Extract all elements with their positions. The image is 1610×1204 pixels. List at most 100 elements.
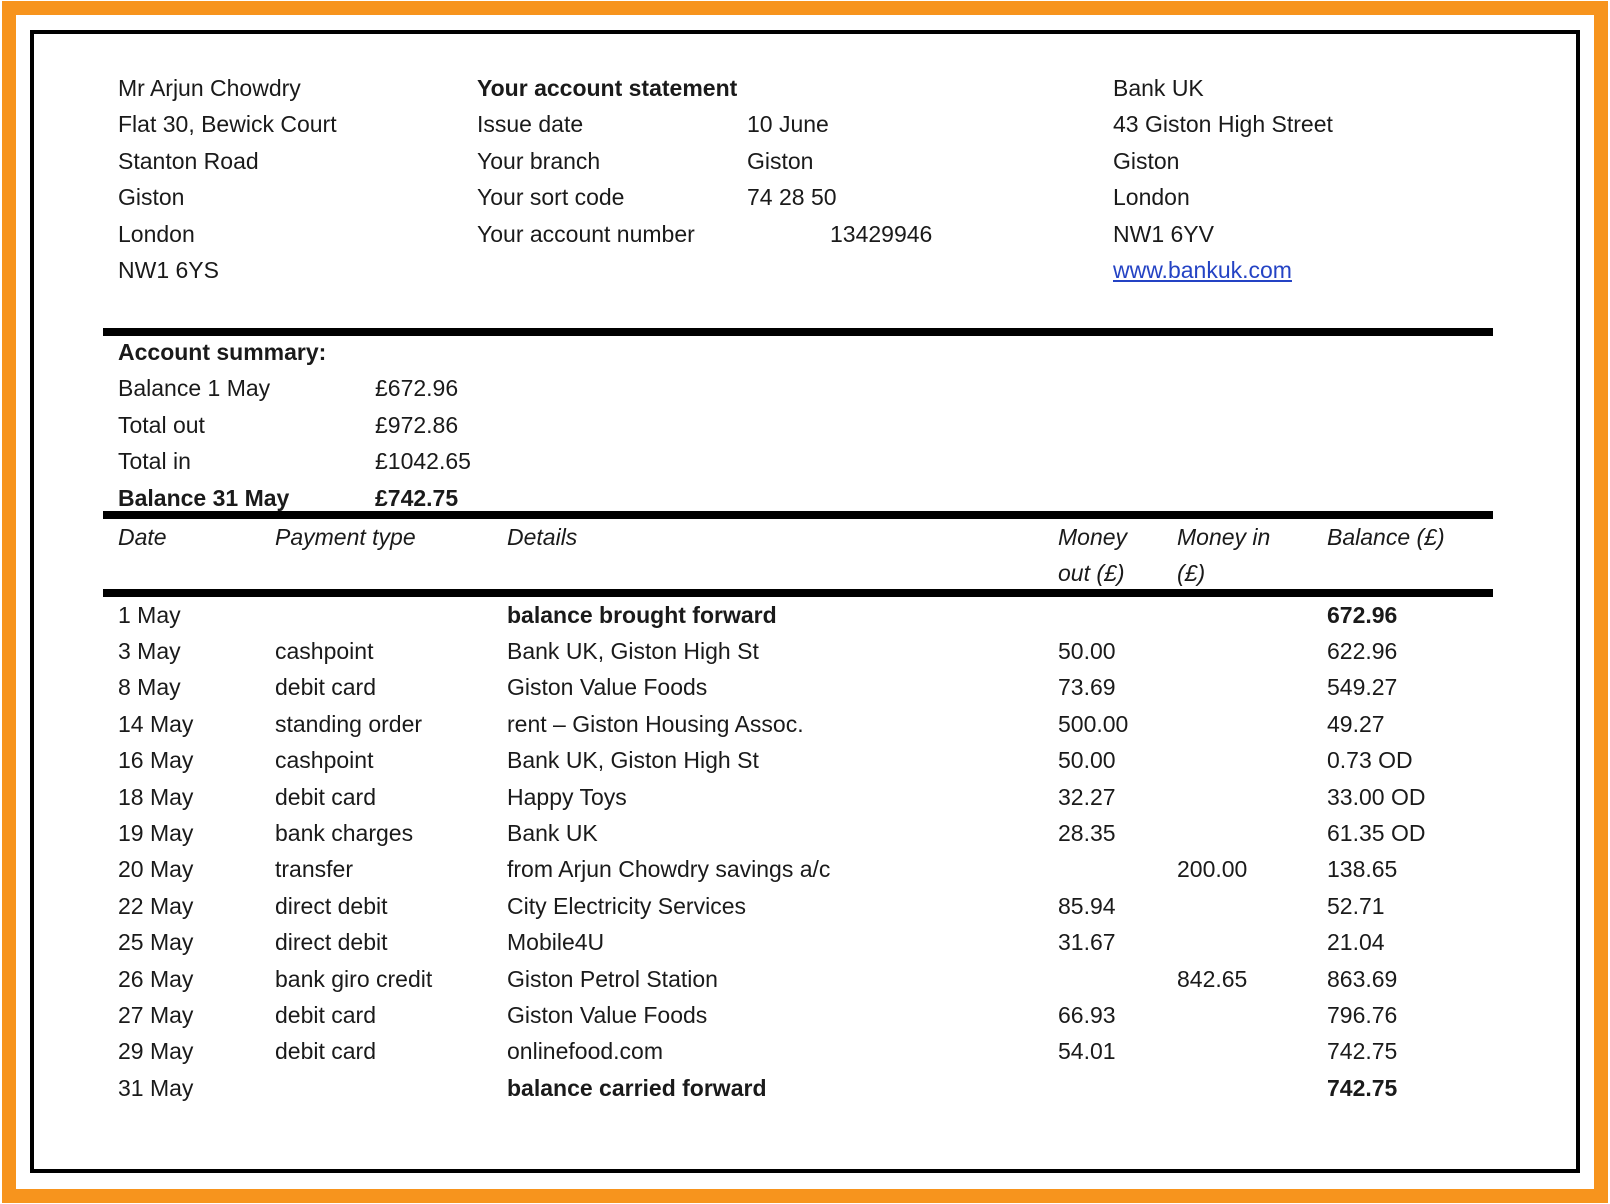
- cell-date: 19 May: [118, 820, 194, 847]
- cell-details: Giston Value Foods: [507, 674, 708, 701]
- cell-date: 1 May: [118, 601, 181, 628]
- col-header-balance: Balance (£): [1327, 524, 1445, 550]
- cell-payment-type: direct debit: [275, 929, 388, 956]
- recipient-address-line: Flat 30, Bewick Court: [118, 111, 337, 138]
- cell-money-out: 31.67: [1058, 929, 1116, 956]
- cell-money-out: 50.00: [1058, 638, 1116, 665]
- bank-address-line: Giston: [1113, 147, 1180, 174]
- cell-date: 20 May: [118, 856, 194, 883]
- cell-details: from Arjun Chowdry savings a/c: [507, 856, 831, 883]
- summary-value: £972.86: [375, 411, 459, 438]
- cell-balance: 863.69: [1327, 965, 1398, 992]
- cell-details: Happy Toys: [507, 783, 627, 810]
- transactions-table: 1 May balance brought forward 672.96 3 M…: [118, 597, 1493, 1106]
- issue-date-label: Issue date: [477, 111, 584, 138]
- table-row: 3 May cashpoint Bank UK, Giston High St …: [118, 633, 1493, 669]
- account-number-value: 13429946: [830, 220, 933, 247]
- table-row: 16 May cashpoint Bank UK, Giston High St…: [118, 743, 1493, 779]
- summary-label: Balance 31 May: [118, 484, 290, 511]
- cell-balance: 622.96: [1327, 638, 1398, 665]
- summary-row: Total out £972.86: [118, 407, 471, 443]
- cell-date: 16 May: [118, 747, 194, 774]
- cell-balance: 796.76: [1327, 1001, 1398, 1028]
- divider: [103, 328, 1493, 336]
- issue-date-value: 10 June: [747, 111, 829, 138]
- cell-details: City Electricity Services: [507, 892, 746, 919]
- recipient-address-block: Mr Arjun Chowdry Flat 30, Bewick Court S…: [118, 70, 337, 288]
- cell-details: Bank UK, Giston High St: [507, 638, 759, 665]
- cell-details: Giston Petrol Station: [507, 965, 718, 992]
- cell-details: balance carried forward: [507, 1074, 767, 1101]
- cell-payment-type: transfer: [275, 856, 353, 883]
- cell-payment-type: debit card: [275, 1001, 377, 1028]
- cell-money-out: 85.94: [1058, 892, 1116, 919]
- cell-payment-type: debit card: [275, 783, 377, 810]
- cell-payment-type: bank charges: [275, 820, 414, 847]
- cell-date: 22 May: [118, 892, 194, 919]
- cell-details: Giston Value Foods: [507, 1001, 708, 1028]
- cell-date: 8 May: [118, 674, 181, 701]
- cell-money-out: 54.01: [1058, 1038, 1116, 1065]
- recipient-postcode: NW1 6YS: [118, 257, 219, 284]
- cell-balance: 52.71: [1327, 892, 1385, 919]
- cell-date: 3 May: [118, 638, 181, 665]
- summary-value: £1042.65: [375, 448, 471, 475]
- summary-value: £742.75: [375, 484, 459, 511]
- table-row: 26 May bank giro credit Giston Petrol St…: [118, 961, 1493, 997]
- cell-money-out: 50.00: [1058, 747, 1116, 774]
- branch-label: Your branch: [477, 147, 601, 174]
- cell-date: 27 May: [118, 1001, 194, 1028]
- bank-name: Bank UK: [1113, 75, 1204, 101]
- table-row: 19 May bank charges Bank UK 28.35 61.35 …: [118, 815, 1493, 851]
- table-row: 1 May balance brought forward 672.96: [118, 597, 1493, 633]
- cell-payment-type: cashpoint: [275, 638, 374, 665]
- cell-date: 25 May: [118, 929, 194, 956]
- divider: [103, 589, 1493, 597]
- cell-balance: 672.96: [1327, 601, 1398, 628]
- col-header-money-in: Money in (£): [1177, 524, 1271, 587]
- summary-row-closing-balance: Balance 31 May £742.75: [118, 480, 471, 516]
- cell-money-out: 32.27: [1058, 783, 1116, 810]
- cell-payment-type: debit card: [275, 1038, 377, 1065]
- statement-title: Your account statement: [477, 75, 738, 101]
- cell-balance: 549.27: [1327, 674, 1398, 701]
- table-row: 31 May balance carried forward 742.75: [118, 1070, 1493, 1106]
- statement-info-block: Your account statement Issue date 10 Jun…: [477, 70, 932, 252]
- cell-details: onlinefood.com: [507, 1038, 663, 1065]
- bank-address-block: Bank UK 43 Giston High Street Giston Lon…: [1113, 70, 1333, 288]
- cell-date: 31 May: [118, 1074, 194, 1101]
- account-summary-block: Account summary: Balance 1 May £672.96 T…: [118, 334, 471, 516]
- cell-payment-type: bank giro credit: [275, 965, 433, 992]
- summary-value: £672.96: [375, 375, 459, 402]
- summary-row: Total in £1042.65: [118, 443, 471, 479]
- cell-balance: 33.00 OD: [1327, 783, 1426, 810]
- cell-money-in: 200.00: [1177, 856, 1248, 883]
- divider: [103, 511, 1493, 519]
- cell-balance: 21.04: [1327, 929, 1385, 956]
- table-row: 22 May direct debit City Electricity Ser…: [118, 888, 1493, 924]
- statement-sheet-border: [30, 30, 1580, 1173]
- cell-details: rent – Giston Housing Assoc.: [507, 710, 804, 737]
- col-header-money-out: Money out (£): [1058, 524, 1128, 587]
- branch-value: Giston: [747, 147, 814, 174]
- cell-payment-type: direct debit: [275, 892, 388, 919]
- recipient-address-line: London: [118, 220, 195, 247]
- table-row: 8 May debit card Giston Value Foods 73.6…: [118, 670, 1493, 706]
- cell-money-out: 28.35: [1058, 820, 1116, 847]
- summary-label: Total out: [118, 411, 205, 438]
- cell-date: 26 May: [118, 965, 194, 992]
- statement-info-row: Your branch Giston: [477, 143, 932, 179]
- cell-details: Bank UK: [507, 820, 598, 847]
- statement-info-row: Your sort code 74 28 50: [477, 179, 932, 215]
- cell-balance: 49.27: [1327, 710, 1385, 737]
- bank-address-line: London: [1113, 184, 1190, 211]
- cell-balance: 0.73 OD: [1327, 747, 1413, 774]
- cell-money-in: 842.65: [1177, 965, 1248, 992]
- cell-money-out: 73.69: [1058, 674, 1116, 701]
- cell-balance: 61.35 OD: [1327, 820, 1426, 847]
- cell-date: 14 May: [118, 710, 194, 737]
- bank-website-link[interactable]: www.bankuk.com: [1113, 257, 1292, 284]
- statement-info-row: Issue date 10 June: [477, 106, 932, 142]
- col-header-payment-type: Payment type: [275, 524, 416, 550]
